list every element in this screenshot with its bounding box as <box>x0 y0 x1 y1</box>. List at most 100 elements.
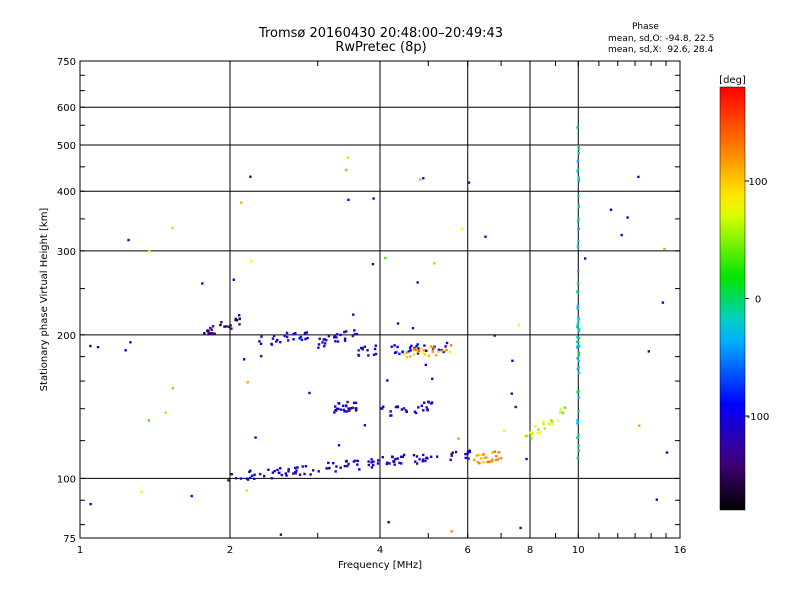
data-point <box>401 455 405 459</box>
data-point <box>300 338 304 342</box>
data-point <box>577 320 580 323</box>
data-point <box>279 533 283 536</box>
data-point <box>305 331 309 334</box>
y-tick-label: 200 <box>57 331 76 342</box>
data-point <box>140 490 143 493</box>
data-point <box>238 323 241 326</box>
data-point <box>449 458 452 462</box>
data-point <box>245 489 248 492</box>
data-point <box>415 344 418 348</box>
data-point <box>422 349 426 352</box>
data-point <box>292 338 295 341</box>
data-point <box>424 459 427 463</box>
data-point <box>229 324 232 327</box>
data-point <box>577 178 580 181</box>
data-point <box>284 472 287 475</box>
colorbar-tick-label: 0 <box>755 295 761 306</box>
data-point <box>304 337 307 341</box>
data-point <box>292 472 295 475</box>
data-point <box>475 454 479 457</box>
data-point <box>490 460 494 463</box>
data-point <box>448 350 452 354</box>
data-point <box>451 451 454 454</box>
data-point <box>352 460 356 463</box>
data-point <box>129 341 132 344</box>
data-point <box>386 461 389 464</box>
data-point <box>422 458 425 461</box>
data-point <box>381 455 384 459</box>
data-point <box>422 177 425 180</box>
data-point <box>466 450 470 454</box>
data-point <box>405 410 409 413</box>
data-point <box>323 342 327 345</box>
data-point <box>394 457 397 461</box>
data-point <box>529 433 533 436</box>
data-point <box>345 410 348 413</box>
data-point <box>376 459 380 462</box>
data-point <box>372 197 375 200</box>
data-point <box>323 344 326 348</box>
data-point <box>239 201 243 204</box>
chart-subtitle: RwPretec (8p) <box>335 40 427 55</box>
data-point <box>355 407 358 410</box>
data-point <box>390 455 394 458</box>
data-point <box>464 456 467 460</box>
data-point <box>335 409 338 412</box>
data-point <box>230 327 233 330</box>
data-point <box>577 336 581 340</box>
data-point <box>547 422 551 426</box>
data-point <box>333 411 336 414</box>
data-point <box>262 474 266 478</box>
data-point <box>422 351 425 354</box>
data-point <box>408 346 412 350</box>
data-point <box>576 420 580 424</box>
data-point <box>242 358 246 361</box>
data-point <box>358 468 361 471</box>
data-point <box>318 337 321 340</box>
data-point <box>237 314 241 317</box>
data-point <box>412 353 416 356</box>
data-point <box>432 346 435 349</box>
y-tick-label: 500 <box>57 141 76 152</box>
data-point <box>405 351 409 354</box>
data-point <box>609 208 613 211</box>
data-point <box>298 337 301 340</box>
data-point <box>89 502 92 506</box>
data-point <box>234 477 238 480</box>
data-point <box>280 473 284 477</box>
data-point <box>577 194 580 198</box>
data-point <box>445 348 448 352</box>
data-point <box>333 336 336 339</box>
data-point <box>423 344 426 347</box>
data-point <box>285 335 289 339</box>
data-point <box>396 405 399 408</box>
data-point <box>270 477 274 480</box>
data-point <box>376 462 380 465</box>
data-point <box>164 411 167 414</box>
data-point <box>491 458 494 461</box>
data-point <box>354 459 357 462</box>
x-axis-label: Frequency [MHz] <box>338 560 422 571</box>
data-point <box>270 343 274 346</box>
data-point <box>352 313 355 316</box>
data-point <box>339 466 342 469</box>
data-point <box>454 450 458 454</box>
data-point <box>354 409 358 412</box>
data-point <box>344 404 348 407</box>
data-point <box>427 354 431 357</box>
data-point <box>344 460 348 463</box>
data-point <box>529 437 533 440</box>
data-point <box>324 338 328 342</box>
data-point <box>576 323 579 326</box>
phase-x-stats: mean, sd,X: 92.6, 28.4 <box>608 45 714 55</box>
data-point <box>339 408 343 411</box>
data-point <box>417 347 420 350</box>
data-point <box>259 342 263 346</box>
data-point <box>409 349 412 352</box>
data-point <box>577 444 580 447</box>
data-point <box>655 498 659 501</box>
data-point <box>542 422 545 426</box>
data-point <box>401 350 404 354</box>
data-point <box>344 168 348 172</box>
